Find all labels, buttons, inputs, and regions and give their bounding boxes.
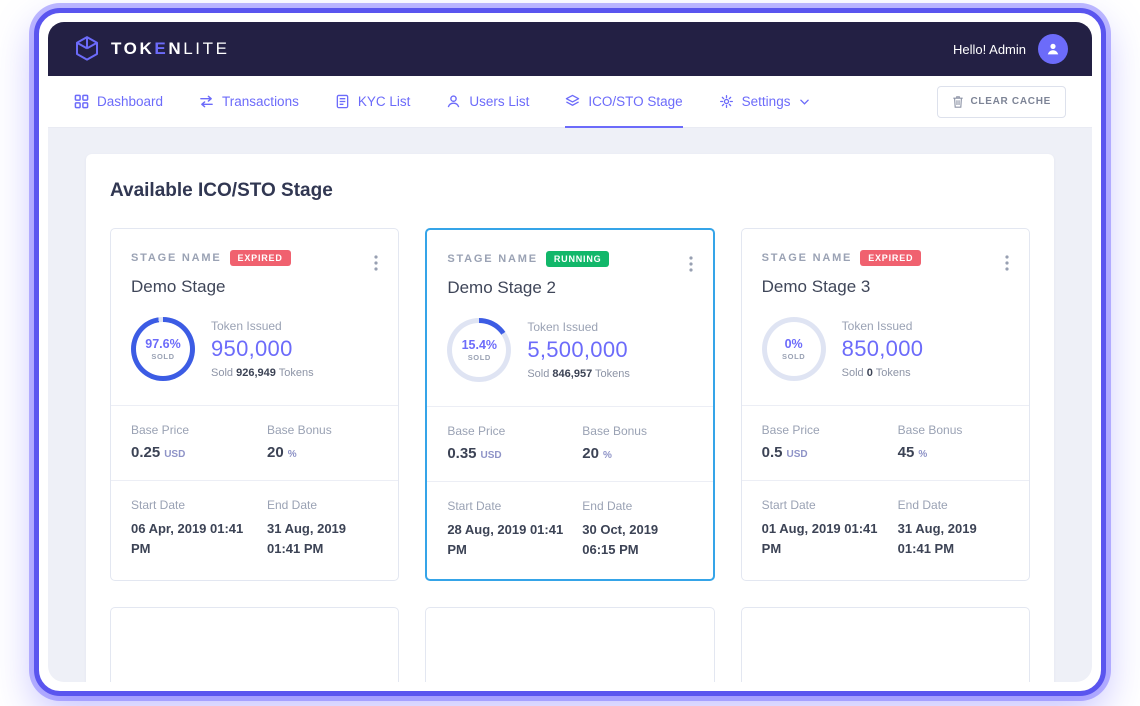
status-badge: EXPIRED xyxy=(229,249,291,266)
nav-item-dashboard[interactable]: Dashboard xyxy=(74,76,163,127)
content-area: Available ICO/STO Stage STAGE NAME EXPIRE… xyxy=(48,128,1092,682)
sold-caption: SOLD xyxy=(467,353,491,362)
stage-card-grid: STAGE NAME EXPIRED Demo Stage 97.6% SOLD xyxy=(110,228,1030,582)
sold-donut: 0% SOLD xyxy=(761,317,826,381)
chevron-down-icon xyxy=(800,99,810,105)
cube-logo-icon xyxy=(72,34,102,64)
dates-section: Start Date 28 Aug, 2019 01:41 PM End Dat… xyxy=(427,481,713,579)
main-navbar: Dashboard Transactions KYC List xyxy=(48,76,1092,128)
nav-label: KYC List xyxy=(357,94,411,109)
card-menu-button[interactable] xyxy=(368,251,384,278)
nav-label: Dashboard xyxy=(97,94,164,109)
logo: TOKENLITE xyxy=(72,34,230,64)
person-icon xyxy=(1045,41,1061,57)
user-avatar[interactable] xyxy=(1038,34,1068,64)
end-date-field: End Date 31 Aug, 2019 01:41 PM xyxy=(897,498,977,557)
sold-tokens-line: Sold 926,949 Tokens xyxy=(211,367,314,379)
stage-name-label: STAGE NAME xyxy=(447,252,538,265)
card-menu-button[interactable] xyxy=(999,251,1015,278)
start-date-field: Start Date 06 Apr, 2019 01:41 PM xyxy=(131,498,244,557)
nav-item-settings[interactable]: Settings xyxy=(719,76,810,127)
logo-text: TOKENLITE xyxy=(111,39,230,58)
card-menu-button[interactable] xyxy=(683,252,699,279)
stage-name: Demo Stage xyxy=(131,277,226,296)
stage-name: Demo Stage 2 xyxy=(447,278,557,297)
stage-name-label: STAGE NAME xyxy=(131,251,222,264)
app-header: TOKENLITE Hello! Admin xyxy=(48,22,1092,76)
stage-panel: Available ICO/STO Stage STAGE NAME EXPIRE… xyxy=(86,154,1054,682)
token-issued-value: 5,500,000 xyxy=(527,337,628,362)
user-icon xyxy=(446,94,461,109)
app-window: TOKENLITE Hello! Admin D xyxy=(48,22,1092,682)
stage-card: STAGE NAME EXPIRED Demo Stage 3 0% SOLD xyxy=(740,228,1030,582)
nav-label: ICO/STO Stage xyxy=(588,94,683,109)
price-bonus-section: Base Price 0.5 USD Base Bonus 45% xyxy=(741,405,1029,480)
sold-tokens-line: Sold 846,957 Tokens xyxy=(527,368,630,380)
sold-percent: 15.4% xyxy=(461,338,498,352)
status-badge: EXPIRED xyxy=(860,249,922,266)
stage-card-partial xyxy=(110,607,400,682)
end-date-field: End Date 30 Oct, 2019 06:15 PM xyxy=(582,499,659,558)
nav-label: Settings xyxy=(741,94,791,109)
sold-tokens-line: Sold 0 Tokens xyxy=(841,367,911,379)
base-bonus-field: Base Bonus 45% xyxy=(897,423,963,461)
stage-card-grid-row-2 xyxy=(110,607,1030,682)
stage-card-partial xyxy=(425,607,715,682)
token-issued-value: 950,000 xyxy=(211,336,293,361)
price-bonus-section: Base Price 0.25 USD Base Bonus 20% xyxy=(111,405,399,480)
dates-section: Start Date 06 Apr, 2019 01:41 PM End Dat… xyxy=(111,480,399,578)
status-badge: RUNNING xyxy=(545,250,610,267)
grid-icon xyxy=(74,94,89,109)
stage-card-partial xyxy=(740,607,1030,682)
nav-label: Transactions xyxy=(222,94,299,109)
base-bonus-field: Base Bonus 20% xyxy=(582,424,647,462)
app-frame: TOKENLITE Hello! Admin D xyxy=(34,8,1106,696)
base-price-field: Base Price 0.25 USD xyxy=(131,423,190,461)
stage-name-label: STAGE NAME xyxy=(761,251,853,264)
base-price-field: Base Price 0.5 USD xyxy=(761,423,820,461)
end-date-field: End Date 31 Aug, 2019 01:41 PM xyxy=(267,498,347,557)
stage-name: Demo Stage 3 xyxy=(761,277,871,296)
stage-card: STAGE NAME RUNNING Demo Stage 2 15.4% SOL… xyxy=(425,228,715,582)
price-bonus-section: Base Price 0.35 USD Base Bonus 20% xyxy=(427,406,713,481)
nav-label: Users List xyxy=(469,94,530,109)
token-issued-label: Token Issued xyxy=(211,319,282,333)
clear-cache-button[interactable]: CLEAR CACHE xyxy=(936,85,1066,118)
kebab-menu-icon xyxy=(689,256,693,272)
nav-item-ico-sto-stage[interactable]: ICO/STO Stage xyxy=(565,76,683,128)
page-title: Available ICO/STO Stage xyxy=(110,180,333,201)
token-issued-value: 850,000 xyxy=(841,336,924,361)
start-date-field: Start Date 01 Aug, 2019 01:41 PM xyxy=(761,498,878,557)
token-issued-label: Token Issued xyxy=(841,319,913,333)
nav-item-kyc-list[interactable]: KYC List xyxy=(335,76,411,127)
clear-cache-label: CLEAR CACHE xyxy=(970,96,1051,107)
nav-item-transactions[interactable]: Transactions xyxy=(199,76,299,127)
start-date-field: Start Date 28 Aug, 2019 01:41 PM xyxy=(447,499,564,558)
sold-donut: 97.6% SOLD xyxy=(131,317,195,381)
sold-caption: SOLD xyxy=(782,352,806,361)
token-issued-label: Token Issued xyxy=(527,320,599,334)
kebab-menu-icon xyxy=(374,255,378,271)
sold-percent: 97.6% xyxy=(145,337,181,351)
exchange-icon xyxy=(199,94,214,109)
kebab-menu-icon xyxy=(1005,255,1009,271)
base-price-field: Base Price 0.35 USD xyxy=(447,424,506,462)
nav-item-users-list[interactable]: Users List xyxy=(446,76,529,127)
sold-percent: 0% xyxy=(784,337,803,351)
layers-icon xyxy=(565,94,580,109)
sold-caption: SOLD xyxy=(151,352,175,361)
gear-icon xyxy=(719,94,734,109)
document-list-icon xyxy=(335,94,350,109)
dates-section: Start Date 01 Aug, 2019 01:41 PM End Dat… xyxy=(741,480,1029,578)
stage-card: STAGE NAME EXPIRED Demo Stage 97.6% SOLD xyxy=(110,228,400,582)
greeting-text: Hello! Admin xyxy=(953,41,1026,57)
trash-icon xyxy=(952,95,964,109)
base-bonus-field: Base Bonus 20% xyxy=(267,423,332,461)
sold-donut: 15.4% SOLD xyxy=(447,318,512,382)
